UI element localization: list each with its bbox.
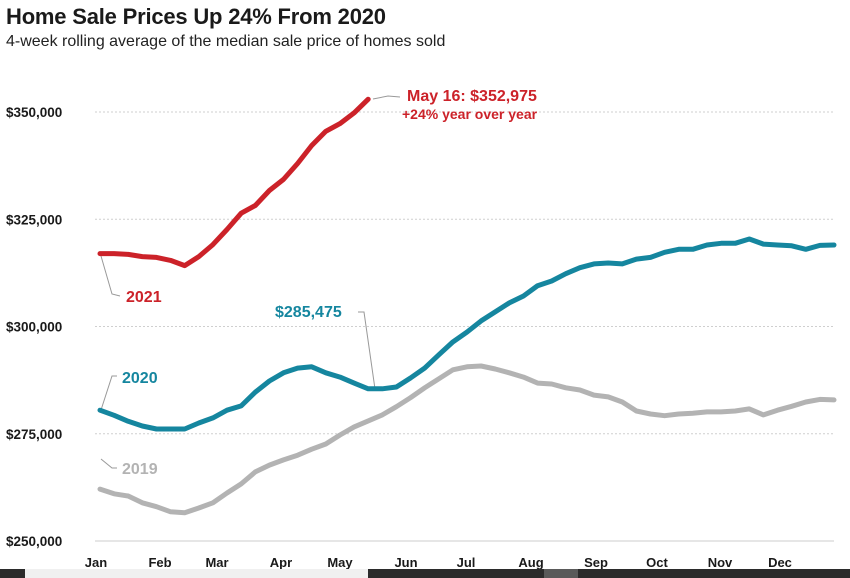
annotation-yoy-change: +24% year over year: [402, 106, 538, 122]
chart-title: Home Sale Prices Up 24% From 2020: [6, 4, 386, 29]
series-line-2019: [97, 363, 837, 516]
leader-2019-label: [100, 458, 117, 469]
series-line-2021: [97, 96, 371, 269]
series-label-2019: 2019: [122, 461, 158, 478]
y-tick-label: $300,000: [6, 320, 62, 335]
y-tick-label: $250,000: [6, 534, 62, 549]
y-tick-label: $275,000: [6, 427, 62, 442]
x-tick-label: Aug: [518, 555, 543, 570]
x-tick-label: Dec: [768, 555, 792, 570]
annotation-leaders: [100, 95, 401, 469]
series-lines: [97, 96, 837, 516]
leader-2020-label: [100, 375, 117, 411]
series-line-2020: [97, 236, 837, 432]
x-tick-label: Jun: [394, 555, 417, 570]
x-tick-label: Oct: [646, 555, 668, 570]
horizontal-scrollbar[interactable]: [0, 569, 850, 578]
x-tick-label: Nov: [708, 555, 733, 570]
x-tick-label: Sep: [584, 555, 608, 570]
annotation-2020-value: $285,475: [275, 304, 342, 321]
x-axis: Jan Feb Mar Apr May Jun Jul Aug Sep Oct Nov Dec: [85, 555, 792, 570]
x-tick-label: Jul: [457, 555, 476, 570]
x-tick-label: Mar: [205, 555, 228, 570]
leader-2020-value: [358, 311, 376, 390]
scrollbar-thumb[interactable]: [544, 569, 578, 578]
y-tick-label: $350,000: [6, 105, 62, 120]
gridlines: [95, 111, 834, 542]
scrollbar-track: [25, 569, 368, 578]
x-tick-label: May: [327, 555, 353, 570]
y-tick-label: $325,000: [6, 212, 62, 227]
x-tick-label: Apr: [270, 555, 292, 570]
series-label-2021: 2021: [126, 289, 162, 306]
series-label-2020: 2020: [122, 370, 158, 387]
chart-subtitle: 4-week rolling average of the median sal…: [6, 33, 446, 50]
y-axis: $250,000 $275,000 $300,000 $325,000 $350,000: [6, 105, 62, 549]
annotation-may16-value: May 16: $352,975: [407, 88, 537, 105]
annotations: May 16: $352,975 +24% year over year $28…: [122, 88, 538, 478]
leader-2021-label: [100, 255, 121, 297]
leader-2021-peak: [372, 95, 401, 100]
x-tick-label: Feb: [148, 555, 171, 570]
x-tick-label: Jan: [85, 555, 107, 570]
